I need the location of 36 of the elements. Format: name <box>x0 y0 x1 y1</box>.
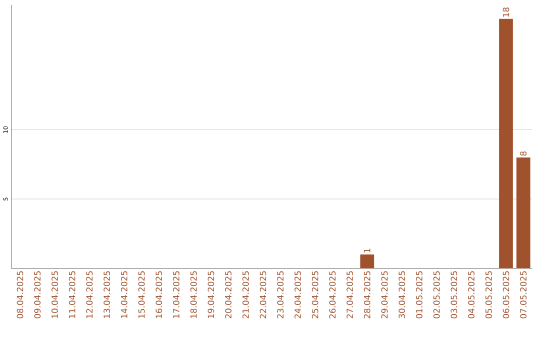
bar <box>499 18 513 268</box>
bar <box>516 157 530 268</box>
data-label: 1 <box>364 248 370 252</box>
x-tick-label: 26.04.2025 <box>329 271 336 318</box>
x-tick-label: 29.04.2025 <box>381 271 388 318</box>
x-tick-label: 19.04.2025 <box>208 271 214 318</box>
x-tick-label: 24.04.2025 <box>294 271 301 318</box>
data-label: 18 <box>502 7 510 17</box>
x-tick-label: 11.04.2025 <box>68 271 76 318</box>
x-tick-label: 27.04.2025 <box>346 271 353 318</box>
x-tick-label: 06.05.2025 <box>502 271 510 318</box>
x-tick-label: 21.04.2025 <box>242 271 249 318</box>
x-tick-label: 04.05.2025 <box>468 271 474 318</box>
data-label: 8 <box>520 151 527 156</box>
bar <box>360 254 374 268</box>
x-tick-label: 05.05.2025 <box>485 271 492 318</box>
x-tick-label: 12.04.2025 <box>86 271 93 318</box>
x-tick-label: 15.04.2025 <box>138 271 145 318</box>
x-tick-label: 13.04.2025 <box>104 271 110 318</box>
x-tick-label: 08.04.2025 <box>16 271 24 318</box>
x-tick-label: 20.04.2025 <box>225 271 232 318</box>
x-tick-label: 23.04.2025 <box>277 271 284 318</box>
x-tick-label: 14.04.2025 <box>120 271 128 318</box>
x-tick-label: 10.04.2025 <box>52 271 58 318</box>
x-tick-label: 28.04.2025 <box>364 271 370 318</box>
x-tick-label: 30.04.2025 <box>398 271 406 318</box>
x-tick-label: 01.05.2025 <box>416 271 422 318</box>
x-tick-label: 02.05.2025 <box>433 271 440 318</box>
x-tick-label: 18.04.2025 <box>190 271 197 318</box>
x-tick-label: 07.05.2025 <box>520 271 527 318</box>
x-tick-label: 03.05.2025 <box>450 271 458 318</box>
x-tick-label: 17.04.2025 <box>173 271 180 318</box>
x-tick-label: 16.04.2025 <box>156 271 162 318</box>
x-tick-label: 22.04.2025 <box>260 271 266 318</box>
x-tick-label: 09.04.2025 <box>34 271 41 318</box>
x-tick-label: 25.04.2025 <box>312 271 318 318</box>
